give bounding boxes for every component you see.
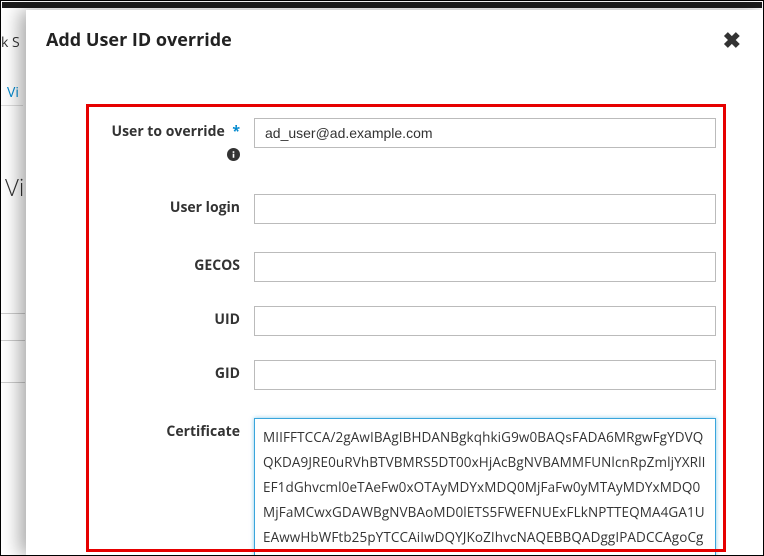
gecos-input[interactable]: [254, 252, 716, 282]
user-login-input[interactable]: [254, 194, 716, 224]
bg-text-fragment-1: k S: [1, 33, 20, 52]
modal-header: Add User ID override ✖: [26, 10, 763, 70]
label-gecos: GECOS: [86, 252, 254, 275]
bg-divider: [1, 105, 23, 106]
row-gid: GID: [86, 360, 723, 390]
info-icon[interactable]: [227, 147, 240, 166]
form: User to override * User login GECOS: [86, 118, 723, 556]
required-marker: *: [232, 122, 240, 141]
label-certificate: Certificate: [86, 418, 254, 441]
label-uid: UID: [86, 306, 254, 329]
row-user-to-override: User to override *: [86, 118, 723, 166]
bg-text-fragment-3: Vi: [5, 171, 24, 204]
modal-title: Add User ID override: [46, 28, 232, 52]
label-gid: GID: [86, 360, 254, 383]
row-user-login: User login: [86, 194, 723, 224]
label-user-to-override: User to override *: [86, 118, 254, 166]
row-uid: UID: [86, 306, 723, 336]
certificate-textarea[interactable]: [254, 418, 716, 556]
row-certificate: Certificate: [86, 418, 723, 556]
bg-divider-2: [1, 313, 25, 341]
uid-input[interactable]: [254, 306, 716, 336]
close-icon[interactable]: ✖: [723, 29, 741, 51]
label-text: User to override: [112, 122, 225, 141]
bg-text-fragment-2: Vi: [7, 83, 19, 102]
bg-divider-3: [1, 355, 25, 383]
modal-dialog: Add User ID override ✖ User to override …: [26, 10, 763, 555]
app-topbar: [2, 2, 762, 8]
row-gecos: GECOS: [86, 252, 723, 282]
label-user-login: User login: [86, 194, 254, 217]
gid-input[interactable]: [254, 360, 716, 390]
user-to-override-input[interactable]: [254, 118, 716, 148]
